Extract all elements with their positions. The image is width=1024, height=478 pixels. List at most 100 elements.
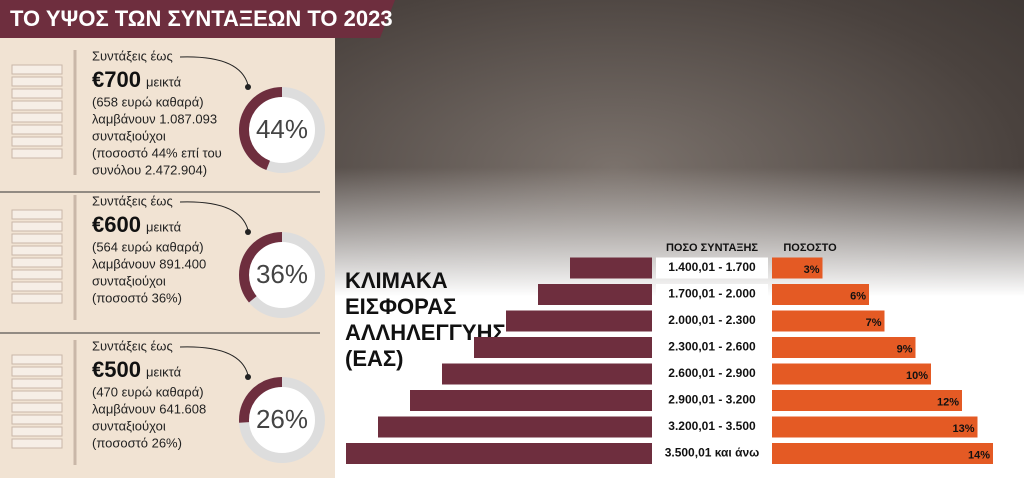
money-icon [11, 112, 63, 123]
detail-line: (ποσοστό 36%) [92, 290, 182, 305]
rate-label: 10% [906, 370, 928, 382]
pyramid-step [378, 416, 652, 438]
money-icon [11, 136, 63, 147]
money-icon [11, 438, 63, 449]
pointer-dot [245, 374, 251, 380]
range-cell [656, 443, 768, 464]
pyramid-step [442, 363, 652, 385]
rate-bar [772, 363, 931, 385]
amount: €700 [92, 67, 141, 92]
rate-label: 6% [850, 290, 866, 302]
range: 2.300,01 - 2.600 [668, 340, 756, 354]
detail-line: λαμβάνουν 641.608 [92, 401, 206, 416]
range-cell [656, 257, 768, 279]
rate-bar [772, 443, 993, 464]
money-icon [11, 221, 63, 232]
money-icon [11, 378, 63, 389]
detail-line: λαμβάνουν 891.400 [92, 256, 206, 271]
money-icon [11, 100, 63, 111]
money-icon [11, 366, 63, 377]
range: 3.500,01 και άνω [665, 446, 760, 460]
pointer-line [179, 201, 249, 231]
title: ΤΟ ΥΨΟΣ ΤΩΝ ΣΥΝΤΑΞΕΩΝ ΤΟ 2023 [10, 6, 393, 31]
detail-line: συνόλου 2.472.904) [92, 162, 207, 177]
pointer-line [179, 56, 249, 86]
range-cell [656, 363, 768, 385]
unit: μεικτά [146, 219, 182, 234]
range-cell [656, 310, 768, 332]
range: 2.000,01 - 2.300 [668, 313, 756, 327]
pyramid-step [538, 284, 652, 305]
amount: €500 [92, 357, 141, 382]
money-icon [11, 414, 63, 425]
detail-line: συνταξιούχοι [92, 273, 166, 288]
rate-bar [772, 416, 978, 438]
range-cell [656, 284, 768, 305]
money-icon [11, 233, 63, 244]
money-icon [11, 76, 63, 87]
money-icon [11, 390, 63, 401]
donut-arc [239, 377, 325, 463]
rate-label: 3% [804, 264, 820, 276]
lead: Συντάξεις έως [92, 193, 173, 208]
range: 1.400,01 - 1.700 [668, 260, 756, 274]
money-icon [11, 281, 63, 292]
amount: €600 [92, 212, 141, 237]
rate-bar [772, 284, 869, 305]
money-icon [11, 124, 63, 135]
rate-label: 9% [897, 343, 913, 355]
column-header: ΠΟΣΟΣΤΟ [783, 242, 837, 254]
pyramid-step [474, 337, 652, 358]
pyramid-step [410, 390, 652, 411]
money-icon [11, 148, 63, 159]
column-header: ΠΟΣΟ ΣΥΝΤΑΞΗΣ [666, 242, 758, 254]
detail-line: (ποσοστό 44% επί του [92, 145, 222, 160]
rate-label: 13% [952, 423, 974, 435]
pyramid-step [506, 310, 652, 332]
detail-line: λαμβάνουν 1.087.093 [92, 111, 217, 126]
money-icon [11, 269, 63, 280]
rate-bar [772, 390, 962, 411]
pyramid-step [346, 443, 652, 464]
detail-line: (658 ευρώ καθαρά) [92, 94, 204, 109]
rate-bar [772, 257, 823, 279]
money-icon [11, 402, 63, 413]
unit: μεικτά [146, 364, 182, 379]
donut-arc [239, 87, 325, 173]
range: 3.200,01 - 3.500 [668, 419, 756, 433]
table-title: ΚΛΙΜΑΚΑ [345, 268, 448, 293]
money-icon [11, 354, 63, 365]
table-title: ΕΙΣΦΟΡΑΣ [345, 294, 456, 319]
range-cell [656, 390, 768, 411]
donut-label: 44% [256, 114, 308, 144]
range-cell [656, 337, 768, 358]
money-icon [11, 88, 63, 99]
lead: Συντάξεις έως [92, 338, 173, 353]
range-cell [656, 416, 768, 438]
table-title: (ΕΑΣ) [345, 346, 403, 371]
money-icon [11, 426, 63, 437]
detail-line: (564 ευρώ καθαρά) [92, 239, 204, 254]
rate-label: 7% [866, 317, 882, 329]
rate-label: 14% [968, 449, 990, 461]
money-icon [11, 245, 63, 256]
rate-bar [772, 310, 885, 332]
lead: Συντάξεις έως [92, 48, 173, 63]
donut-label: 26% [256, 404, 308, 434]
rate-bar [772, 337, 916, 358]
money-icon [11, 64, 63, 75]
pointer-dot [245, 84, 251, 90]
title-bar [0, 0, 395, 38]
donut-arc [239, 232, 325, 318]
range: 1.700,01 - 2.000 [668, 287, 756, 301]
donut-label: 36% [256, 259, 308, 289]
detail-line: (ποσοστό 26%) [92, 435, 182, 450]
money-icon [11, 209, 63, 220]
detail-line: συνταξιούχοι [92, 418, 166, 433]
range: 2.900,01 - 3.200 [668, 393, 756, 407]
money-icon [11, 257, 63, 268]
detail-line: συνταξιούχοι [92, 128, 166, 143]
money-icon [11, 293, 63, 304]
